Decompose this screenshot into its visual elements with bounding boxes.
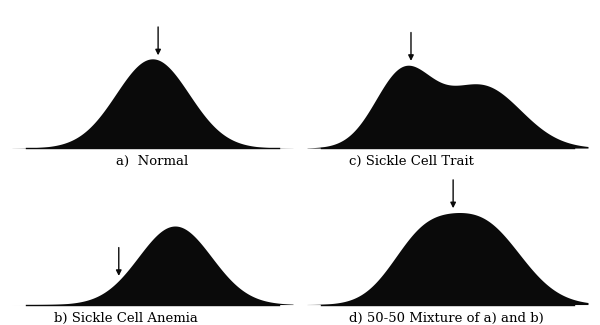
Text: d) 50-50 Mixture of a) and b): d) 50-50 Mixture of a) and b) bbox=[349, 312, 544, 325]
Text: a)  Normal: a) Normal bbox=[116, 155, 188, 168]
Text: b) Sickle Cell Anemia: b) Sickle Cell Anemia bbox=[54, 312, 198, 325]
Text: c) Sickle Cell Trait: c) Sickle Cell Trait bbox=[349, 155, 474, 168]
